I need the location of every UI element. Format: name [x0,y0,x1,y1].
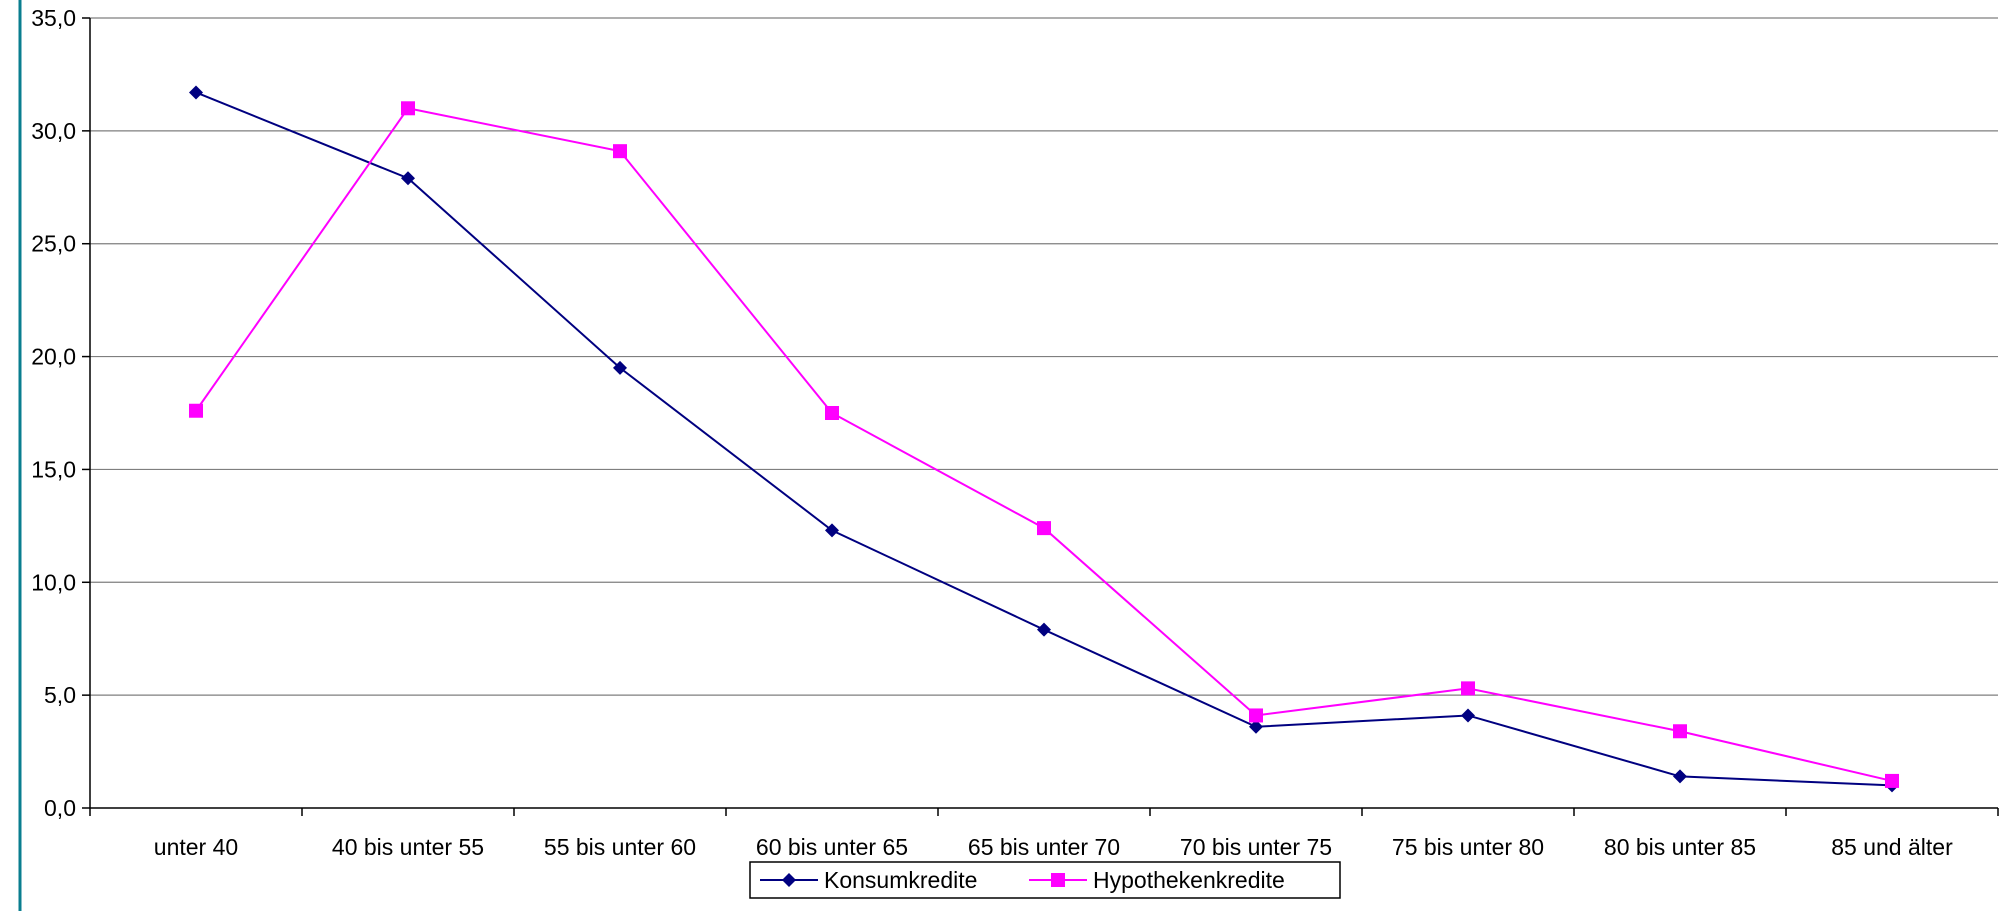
series-2 [189,101,1899,788]
data-point [189,403,203,418]
data-point [1461,681,1475,696]
legend-marker [782,873,796,887]
data-point [1673,769,1687,784]
y-tick-label: 15,0 [31,456,76,482]
data-point [613,360,627,375]
legend-marker [1051,873,1065,887]
data-point [1461,708,1475,723]
x-tick-label: unter 40 [154,834,238,860]
y-tick-label: 35,0 [31,5,76,31]
data-point [401,101,415,116]
gridlines [82,17,1998,809]
legend-item: Konsumkredite [760,867,977,893]
series-layer [189,85,1899,793]
x-tick-label: 85 und älter [1831,834,1953,860]
y-axis-tick-labels: 0,0 5,0 10,0 15,0 20,0 25,0 30,0 35,0 [31,5,76,821]
x-tick-label: 70 bis unter 75 [1180,834,1332,860]
data-point [1037,622,1051,637]
legend: Konsumkredite Hypothekenkredite [749,861,1341,899]
data-point [1249,719,1263,734]
data-point [825,523,839,538]
data-point [613,144,627,159]
data-point [401,171,415,186]
data-point [825,406,839,420]
y-tick-label: 20,0 [31,344,76,370]
y-tick-label: 0,0 [44,795,76,821]
x-tick-label: 75 bis unter 80 [1392,834,1544,860]
y-tick-label: 10,0 [31,569,76,595]
x-axis-tick-labels: unter 40 40 bis unter 55 55 bis unter 60 60… [89,808,1999,860]
x-tick-label: 60 bis unter 65 [756,834,908,860]
data-point [189,85,203,100]
data-point [1885,773,1899,788]
x-tick-label: 40 bis unter 55 [332,834,484,860]
y-tick-label: 25,0 [31,231,76,257]
legend-label: Hypothekenkredite [1093,867,1285,893]
x-tick-label: 55 bis unter 60 [544,834,696,860]
y-tick-label: 30,0 [31,118,76,144]
data-point [1673,724,1687,739]
data-point [1037,521,1051,536]
legend-item: Hypothekenkredite [1029,867,1285,893]
data-point [1249,708,1263,723]
x-tick-label: 80 bis unter 85 [1604,834,1756,860]
x-tick-label: 65 bis unter 70 [968,834,1120,860]
y-tick-label: 5,0 [44,682,76,708]
legend-label: Konsumkredite [824,867,977,893]
